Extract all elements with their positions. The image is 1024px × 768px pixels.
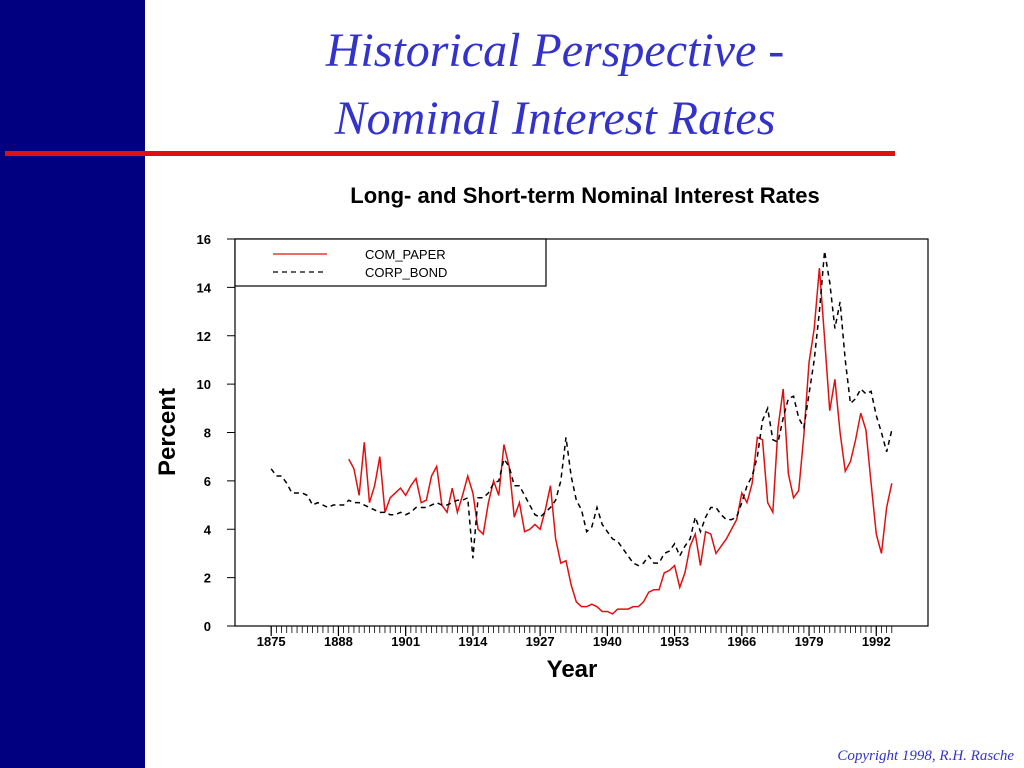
y-tick-label: 8 (204, 426, 211, 441)
plot-area: 0 2 4 6 8 10 12 14 16 1875 1888 1901 1914 1927 1940 195… (197, 232, 893, 649)
plot-frame (234, 238, 929, 627)
y-tick-label: 6 (204, 474, 211, 489)
x-tick-label: 1966 (727, 634, 756, 649)
x-tick-label: 1888 (324, 634, 353, 649)
series-line (270, 250, 893, 567)
y-tick-label: 14 (197, 280, 212, 295)
slide-title: Nominal Interest Rates (334, 92, 776, 145)
side-bar (0, 0, 145, 768)
slide-title: Historical Perspective - (325, 24, 785, 77)
x-tick-label: 1979 (795, 634, 824, 649)
x-tick-label: 1914 (458, 634, 488, 649)
x-tick-label: 1875 (257, 634, 286, 649)
chart-title: Long- and Short-term Nominal Interest Ra… (350, 183, 819, 208)
legend-label: COM_PAPER (365, 247, 446, 262)
x-tick-label: 1940 (593, 634, 622, 649)
title-rule (5, 151, 895, 156)
series-line (348, 267, 893, 615)
y-tick-label: 12 (197, 329, 211, 344)
y-tick-label: 4 (204, 522, 212, 537)
x-tick-label: 1953 (660, 634, 689, 649)
legend-label: CORP_BOND (365, 265, 447, 280)
x-tick-label: 1992 (862, 634, 891, 649)
y-tick-label: 0 (204, 619, 211, 634)
legend-box (234, 238, 547, 287)
x-tick-label: 1927 (526, 634, 555, 649)
x-tick-label: 1901 (391, 634, 420, 649)
y-tick-label: 2 (204, 571, 211, 586)
y-axis-label: Percent (154, 388, 181, 476)
copyright: Copyright 1998, R.H. Rasche (837, 748, 1014, 764)
x-axis-label: Year (547, 656, 598, 683)
y-tick-label: 16 (197, 232, 211, 247)
y-tick-label: 10 (197, 377, 211, 392)
